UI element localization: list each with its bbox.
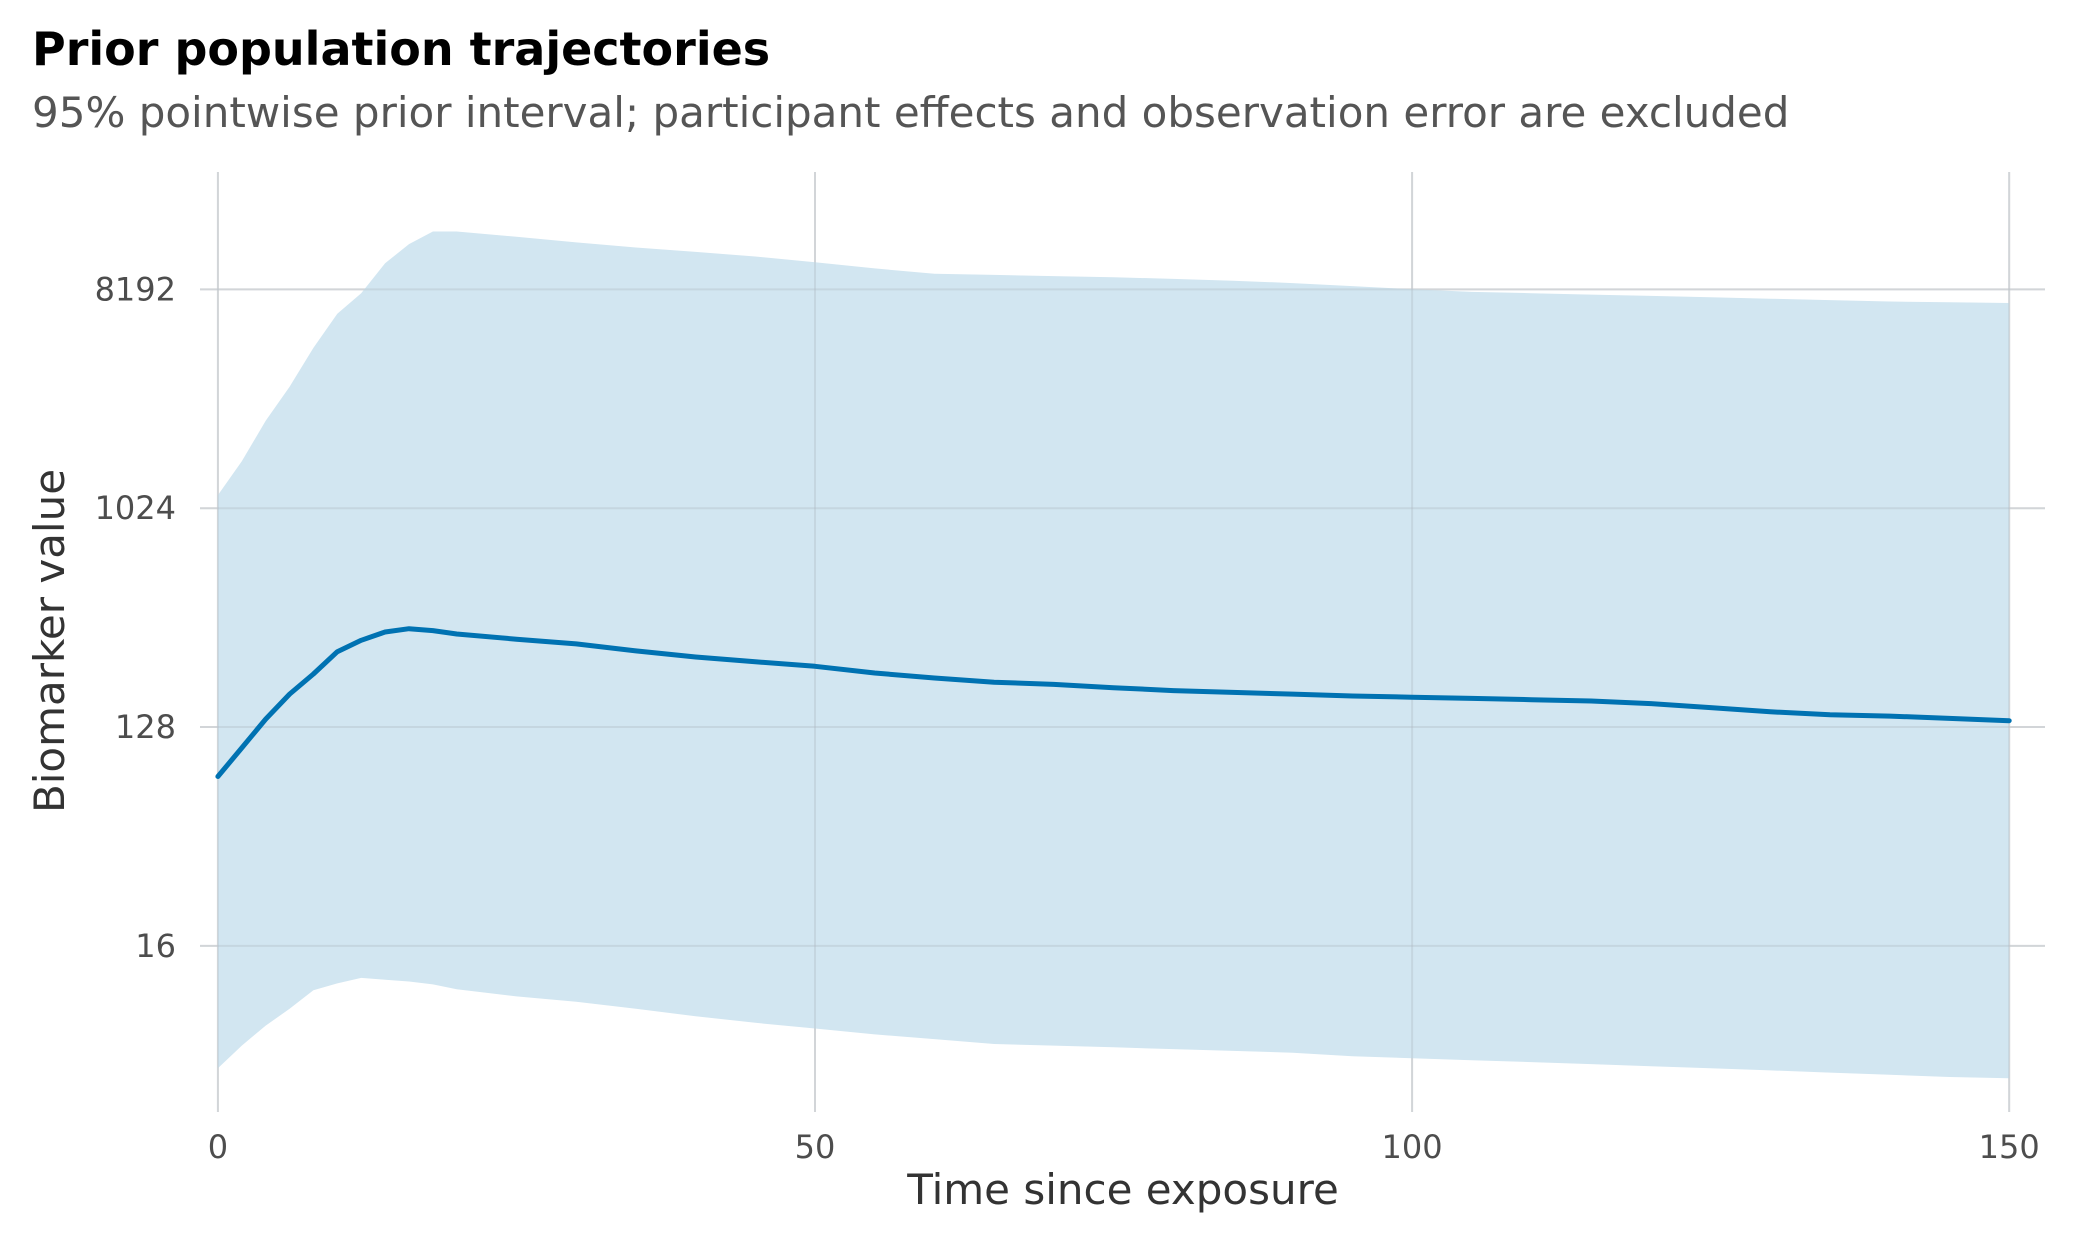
x-tick-label: 0	[208, 1128, 228, 1166]
chart-subtitle: 95% pointwise prior interval; participan…	[32, 88, 1790, 137]
x-tick-label: 50	[795, 1128, 836, 1166]
median-trajectory-line	[215, 626, 2012, 779]
tick-labels: 0 50 100 150 16 128 1024 8192	[95, 270, 2040, 1166]
x-tick-label: 150	[1979, 1128, 2040, 1166]
interval-band-layer	[217, 231, 2010, 1079]
median-line-layer	[215, 626, 2012, 779]
x-axis-title: Time since exposure	[906, 1165, 1339, 1214]
y-axis-title: Biomarker value	[25, 469, 74, 813]
prior-interval-band	[217, 231, 2010, 1079]
y-tick-label: 8192	[95, 270, 176, 308]
y-tick-label: 128	[115, 708, 176, 746]
x-tick-label: 100	[1382, 1128, 1443, 1166]
grid-overlay	[200, 172, 2045, 1112]
chart-title: Prior population trajectories	[32, 22, 771, 76]
y-tick-label: 16	[135, 927, 176, 965]
y-tick-label: 1024	[95, 489, 176, 527]
